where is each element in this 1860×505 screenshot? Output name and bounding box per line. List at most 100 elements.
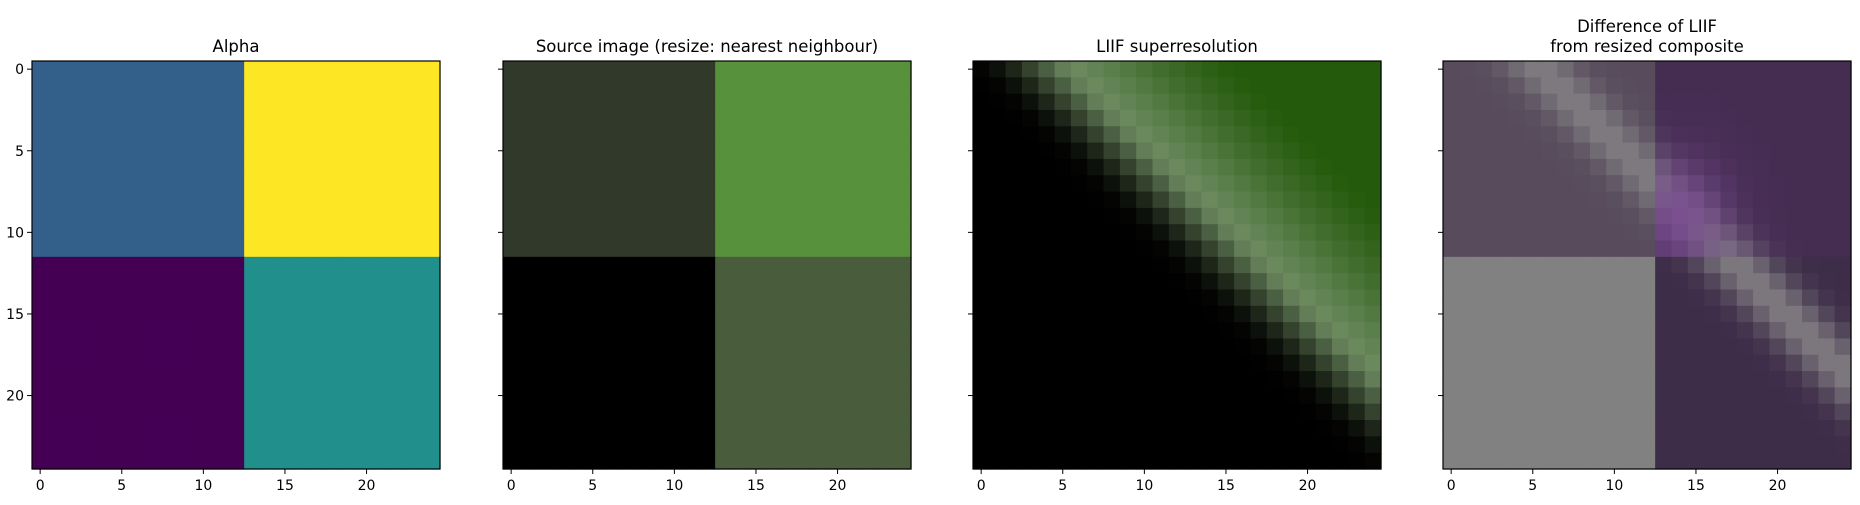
heatmap-cell	[764, 452, 782, 470]
heatmap-cell	[1119, 305, 1137, 323]
heatmap-cell	[617, 175, 635, 193]
heatmap-cell	[666, 142, 684, 160]
heatmap-cell	[1818, 126, 1836, 144]
heatmap-cell	[1348, 191, 1366, 209]
heatmap-cell	[682, 305, 700, 323]
heatmap-cell	[1475, 142, 1493, 160]
heatmap-cell	[1671, 354, 1689, 372]
heatmap-cell	[1638, 77, 1656, 95]
heatmap-cell	[600, 338, 618, 356]
heatmap-cell	[1704, 175, 1722, 193]
heatmap-cell	[1250, 354, 1268, 372]
heatmap-cell	[1070, 338, 1088, 356]
heatmap-cell	[715, 354, 733, 372]
heatmap-cell	[617, 93, 635, 111]
heatmap-cell	[80, 61, 98, 78]
heatmap-cell	[1638, 207, 1656, 225]
heatmap-cell	[519, 452, 537, 470]
heatmap-cell	[845, 305, 863, 323]
heatmap-cell	[1557, 305, 1575, 323]
heatmap-cell	[1508, 273, 1526, 291]
heatmap-cell	[113, 371, 131, 388]
heatmap-cell	[1638, 126, 1656, 144]
heatmap-cell	[649, 354, 667, 372]
heatmap-cell	[813, 289, 830, 307]
heatmap-cell	[1834, 77, 1852, 95]
heatmap-cell	[211, 273, 229, 291]
heatmap-cell	[1802, 436, 1819, 454]
heatmap-cell	[1655, 109, 1673, 127]
heatmap-cell	[1540, 142, 1558, 160]
heatmap-cell	[1818, 158, 1836, 176]
heatmap-cell	[617, 289, 635, 307]
heatmap-cell	[989, 158, 1007, 176]
heatmap-cell	[358, 109, 376, 127]
heatmap-cell	[358, 403, 376, 421]
heatmap-cell	[1687, 109, 1705, 127]
heatmap-cell	[747, 338, 765, 356]
heatmap-cell	[1606, 338, 1624, 356]
heatmap-cell	[1589, 142, 1607, 160]
heatmap-cell	[1070, 452, 1088, 470]
heatmap-cell	[1266, 289, 1284, 307]
heatmap-cell	[407, 371, 425, 388]
heatmap-cell	[276, 109, 294, 127]
heatmap-cell	[244, 273, 262, 291]
heatmap-cell	[1087, 126, 1105, 144]
panel-difference: 0 5 10 15 20 Difference of LIIF from resized …	[1438, 17, 1852, 494]
heatmap-cell	[1818, 142, 1836, 160]
heatmap-cell	[813, 338, 830, 356]
heatmap-cell	[780, 436, 798, 454]
title-line: from resized composite	[1550, 37, 1744, 56]
heatmap-cell	[829, 436, 847, 454]
heatmap-cell	[698, 322, 716, 340]
heatmap-cell	[162, 77, 180, 95]
heatmap-cell	[568, 126, 586, 144]
heatmap-cell	[1348, 289, 1366, 307]
heatmap-cell	[1364, 354, 1382, 372]
heatmap-cell	[1119, 158, 1137, 176]
heatmap-cell	[1201, 191, 1219, 209]
heatmap-cell	[1753, 93, 1770, 111]
heatmap-cell	[342, 322, 359, 340]
heatmap-cell	[358, 142, 376, 160]
heatmap-cell	[1038, 142, 1056, 160]
heatmap-cell	[1283, 403, 1300, 421]
heatmap-cell	[1443, 305, 1460, 323]
heatmap-cell	[666, 273, 684, 291]
heatmap-cell	[1785, 175, 1803, 193]
heatmap-cell	[1557, 126, 1575, 144]
heatmap-cell	[519, 338, 537, 356]
heatmap-cell	[1299, 175, 1317, 193]
heatmap-cell	[829, 371, 847, 388]
heatmap-cell	[195, 93, 213, 111]
heatmap-cell	[1753, 109, 1770, 127]
heatmap-cell	[551, 387, 569, 405]
heatmap-cell	[862, 256, 879, 274]
heatmap-cell	[1508, 452, 1526, 470]
heatmap-cell	[309, 452, 327, 470]
heatmap-cell	[796, 191, 814, 209]
heatmap-cell	[731, 436, 749, 454]
heatmap-cell	[1168, 387, 1186, 405]
heatmap-cell	[358, 354, 376, 372]
heatmap-cell	[551, 452, 569, 470]
heatmap-cell	[1736, 175, 1754, 193]
heatmap-cell	[682, 93, 700, 111]
heatmap-cell	[423, 224, 441, 242]
heatmap-cell	[260, 420, 278, 437]
heatmap-cell	[731, 305, 749, 323]
heatmap-cell	[48, 403, 66, 421]
heatmap-cell	[1671, 175, 1689, 193]
heatmap-cell	[1655, 256, 1673, 274]
heatmap-cell	[113, 61, 131, 78]
heatmap-cell	[731, 175, 749, 193]
heatmap-cell	[129, 224, 147, 242]
heatmap-cell	[1054, 240, 1072, 258]
heatmap-cell	[32, 142, 49, 160]
heatmap-cell	[1622, 403, 1640, 421]
heatmap-cell	[1720, 371, 1738, 388]
heatmap-cell	[1524, 403, 1542, 421]
heatmap-cell	[845, 61, 863, 78]
heatmap-cell	[1573, 403, 1591, 421]
